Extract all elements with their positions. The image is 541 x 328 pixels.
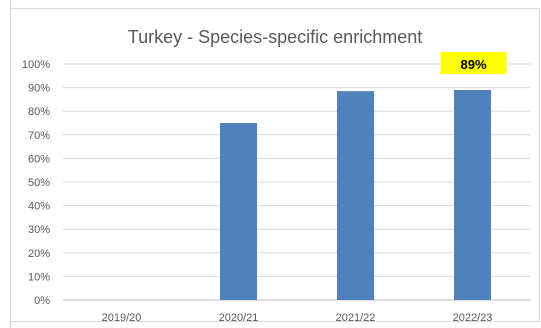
data-label-highlight — [440, 51, 507, 74]
y-tick-label: 60% — [28, 153, 50, 165]
y-tick-label: 40% — [28, 201, 50, 213]
chart-area[interactable]: Turkey - Species-specific enrichment 0% 1… — [10, 8, 540, 322]
y-tick-label: 0% — [34, 295, 50, 307]
y-tick-label: 30% — [28, 224, 50, 236]
y-tick-label: 10% — [28, 271, 50, 283]
y-tick-label: 80% — [28, 106, 50, 118]
y-tick-label: 50% — [28, 177, 50, 189]
x-tick-label: 2019/20 — [102, 312, 142, 321]
y-tick-label: 100% — [22, 59, 50, 71]
chart-title: Turkey - Species-specific enrichment — [127, 27, 423, 47]
x-tick-label: 2020/21 — [219, 312, 259, 321]
y-tick-label: 90% — [28, 83, 50, 95]
bar — [220, 123, 257, 300]
x-tick-label: 2022/23 — [453, 312, 493, 321]
data-label: 89% — [460, 57, 486, 72]
bar — [337, 91, 374, 300]
plot-area: 0% 10% 20% 30% 40% 50% 60% 70% 80% 90% 100% 2019/20… — [22, 51, 531, 321]
y-tick-label: 70% — [28, 130, 50, 142]
x-tick-label: 2021/22 — [336, 312, 376, 321]
bar — [454, 89, 491, 301]
y-tick-label: 20% — [28, 248, 50, 260]
